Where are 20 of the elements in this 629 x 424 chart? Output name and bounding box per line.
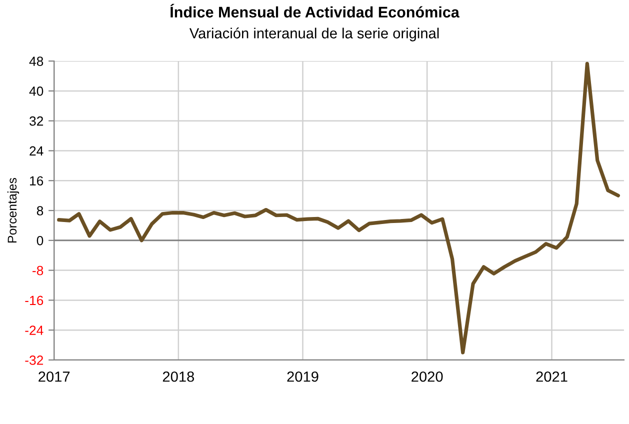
- y-tick-label: 8: [36, 206, 44, 216]
- y-tick-label: 40: [29, 86, 44, 96]
- x-tick-label: 2020: [412, 371, 443, 382]
- x-tick-label: 2018: [162, 371, 194, 382]
- x-tick-label: 2017: [38, 371, 70, 382]
- y-tick-label: 16: [30, 176, 44, 186]
- y-tick-label: -24: [25, 326, 44, 335]
- y-tick-label: 24: [30, 146, 44, 156]
- y-tick-label: -32: [25, 356, 44, 365]
- y-axis-title: Porcentajes: [7, 178, 20, 242]
- y-tick-label: -8: [32, 266, 44, 276]
- chart-subtitle: Variación interanual de la serie original: [189, 28, 439, 42]
- line-series: [57, 62, 620, 354]
- chart-title: Índice Mensual de Actividad Económica: [170, 4, 460, 18]
- y-tick-label: -16: [25, 296, 44, 306]
- x-tick-label: 2019: [287, 371, 318, 382]
- x-tick-label: 2021: [536, 371, 568, 382]
- y-tick-label: 32: [30, 116, 44, 126]
- y-tick-label: 48: [29, 56, 44, 66]
- y-tick-label: 0: [36, 236, 44, 246]
